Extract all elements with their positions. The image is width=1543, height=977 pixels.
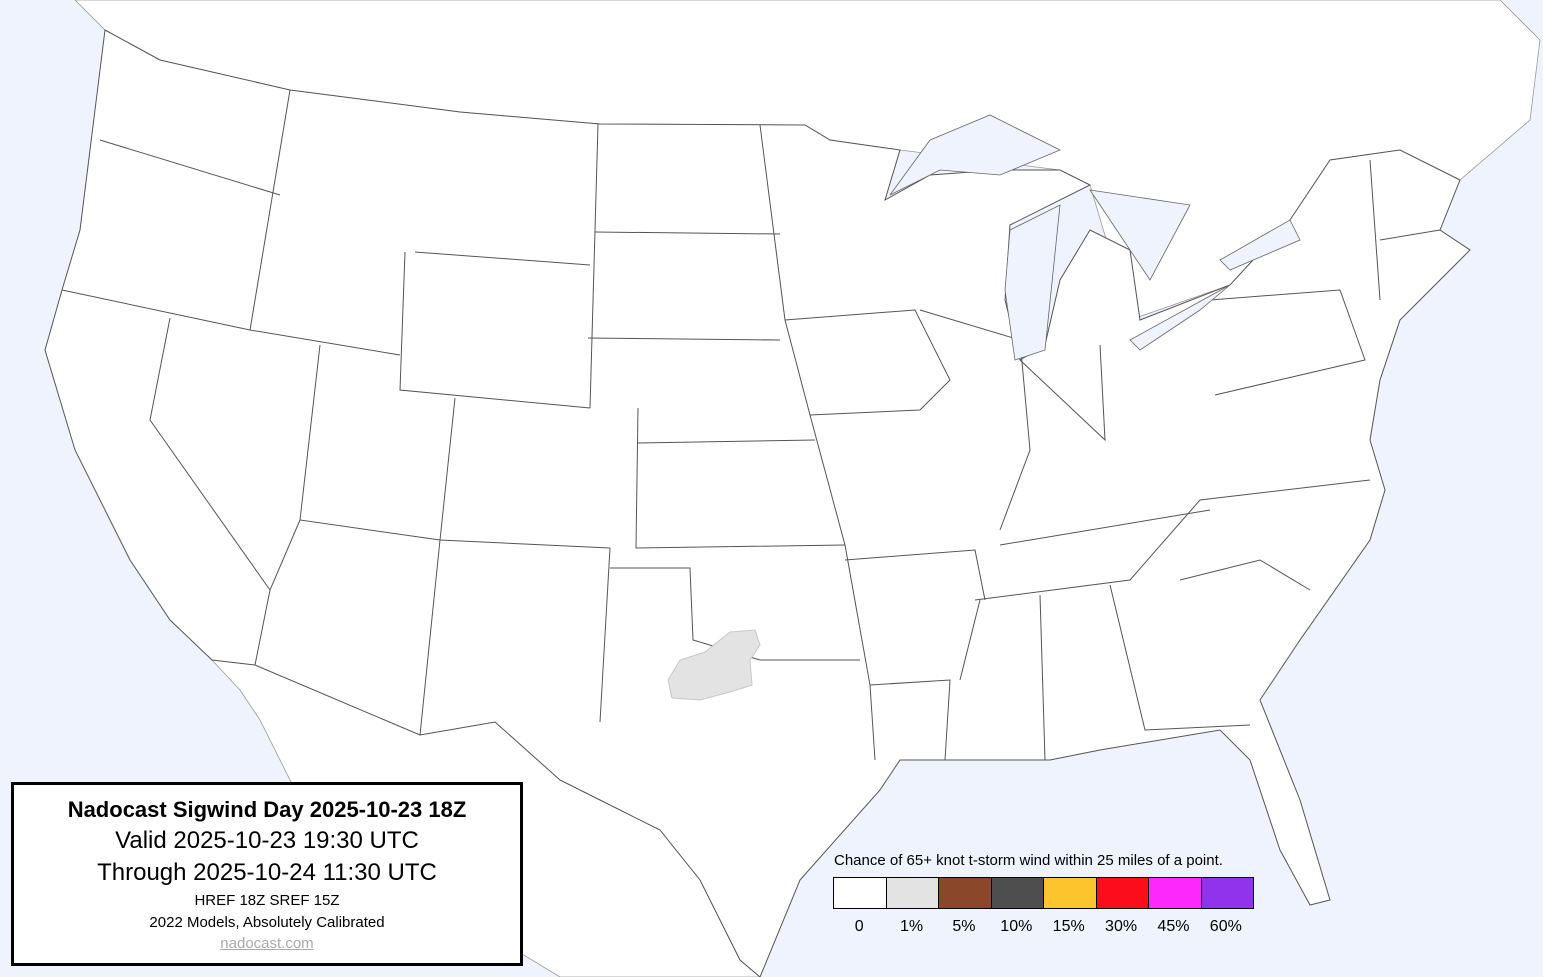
model-runs: HREF 18Z SREF 15Z bbox=[194, 892, 340, 909]
legend-swatch-30pct bbox=[1096, 878, 1149, 908]
us-land bbox=[44, 29, 1471, 977]
calibration-note: 2022 Models, Absolutely Calibrated bbox=[149, 914, 385, 931]
forecast-info-box: Nadocast Sigwind Day 2025-10-23 18Z Vali… bbox=[11, 782, 523, 966]
forecast-area-1pct bbox=[667, 629, 761, 701]
legend-swatch-15pct bbox=[1044, 878, 1097, 908]
legend-label: 10% bbox=[1000, 918, 1033, 935]
nadocast-link[interactable]: nadocast.com bbox=[220, 935, 314, 952]
legend-label: 15% bbox=[1052, 918, 1085, 935]
legend-label: 60% bbox=[1209, 918, 1242, 935]
great-lakes bbox=[889, 114, 1301, 361]
legend-label: 45% bbox=[1157, 918, 1190, 935]
legend-swatch-0 bbox=[834, 878, 887, 908]
legend-label: 5% bbox=[952, 918, 976, 935]
forecast-title: Nadocast Sigwind Day 2025-10-23 18Z bbox=[67, 797, 467, 822]
legend-label: 30% bbox=[1105, 918, 1138, 935]
legend-labels: 0 1% 5% 10% 15% 30% 45% 60% bbox=[833, 918, 1252, 936]
legend-swatch-5pct bbox=[939, 878, 992, 908]
legend-label: 1% bbox=[900, 918, 924, 935]
probability-legend: Chance of 65+ knot t-storm wind within 2… bbox=[833, 852, 1254, 936]
through-time: Through 2025-10-24 11:30 UTC bbox=[97, 859, 437, 886]
state-borders bbox=[61, 89, 1441, 761]
legend-label: 0 bbox=[854, 918, 864, 935]
legend-title: Chance of 65+ knot t-storm wind within 2… bbox=[834, 852, 1223, 869]
legend-swatch-10pct bbox=[991, 878, 1044, 908]
legend-swatch-60pct bbox=[1201, 878, 1253, 908]
valid-time: Valid 2025-10-23 19:30 UTC bbox=[115, 827, 419, 854]
legend-color-bar bbox=[833, 877, 1254, 909]
legend-swatch-45pct bbox=[1149, 878, 1202, 908]
legend-swatch-1pct bbox=[886, 878, 939, 908]
